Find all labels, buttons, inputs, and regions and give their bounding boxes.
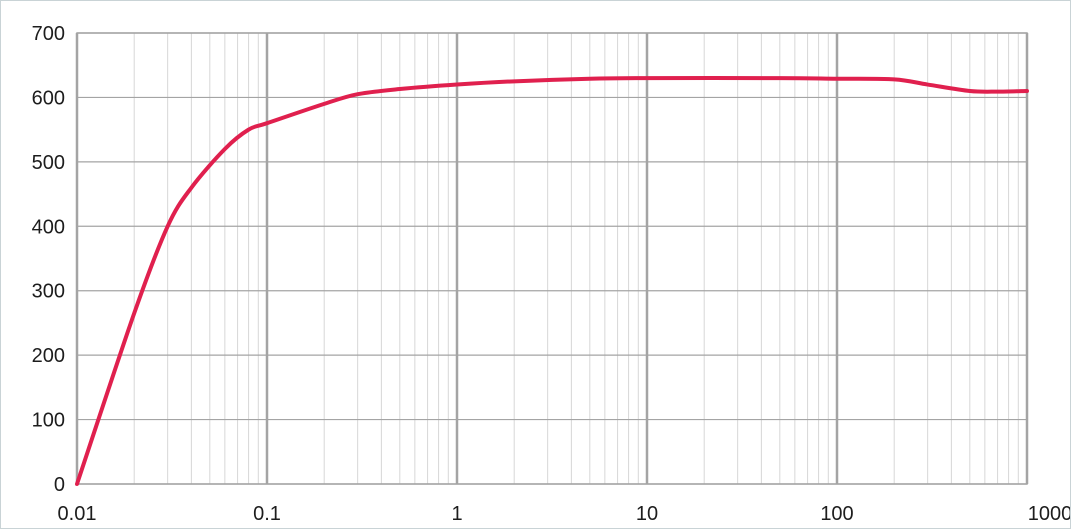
y-tick-label: 700 bbox=[32, 23, 65, 45]
major-gridlines bbox=[75, 32, 1029, 485]
series-layer bbox=[75, 76, 1029, 486]
x-tick-label: 100 bbox=[820, 503, 853, 525]
x-tick-label: 0.01 bbox=[58, 503, 97, 525]
x-tick-label: 0.1 bbox=[253, 503, 281, 525]
minor-gridlines bbox=[133, 33, 1019, 484]
x-tick-label: 1 bbox=[451, 503, 462, 525]
y-tick-label: 600 bbox=[32, 87, 65, 109]
y-tick-label: 300 bbox=[32, 281, 65, 303]
y-tick-label: 400 bbox=[32, 216, 65, 238]
y-tick-label: 0 bbox=[54, 474, 65, 496]
y-tick-label: 200 bbox=[32, 345, 65, 367]
axes bbox=[76, 32, 1028, 485]
y-tick-label: 100 bbox=[32, 410, 65, 432]
x-tick-label: 10 bbox=[636, 503, 658, 525]
series-line-0 bbox=[75, 76, 1029, 486]
y-tick-label: 500 bbox=[32, 152, 65, 174]
x-axis-tick-labels: 0.01 0.1 1 10 100 1000 bbox=[58, 503, 1070, 525]
y-axis-tick-labels: 0 100 200 300 400 500 600 700 bbox=[32, 23, 65, 496]
x-tick-label: 1000 bbox=[1028, 503, 1070, 525]
plot-frame bbox=[76, 32, 1028, 485]
